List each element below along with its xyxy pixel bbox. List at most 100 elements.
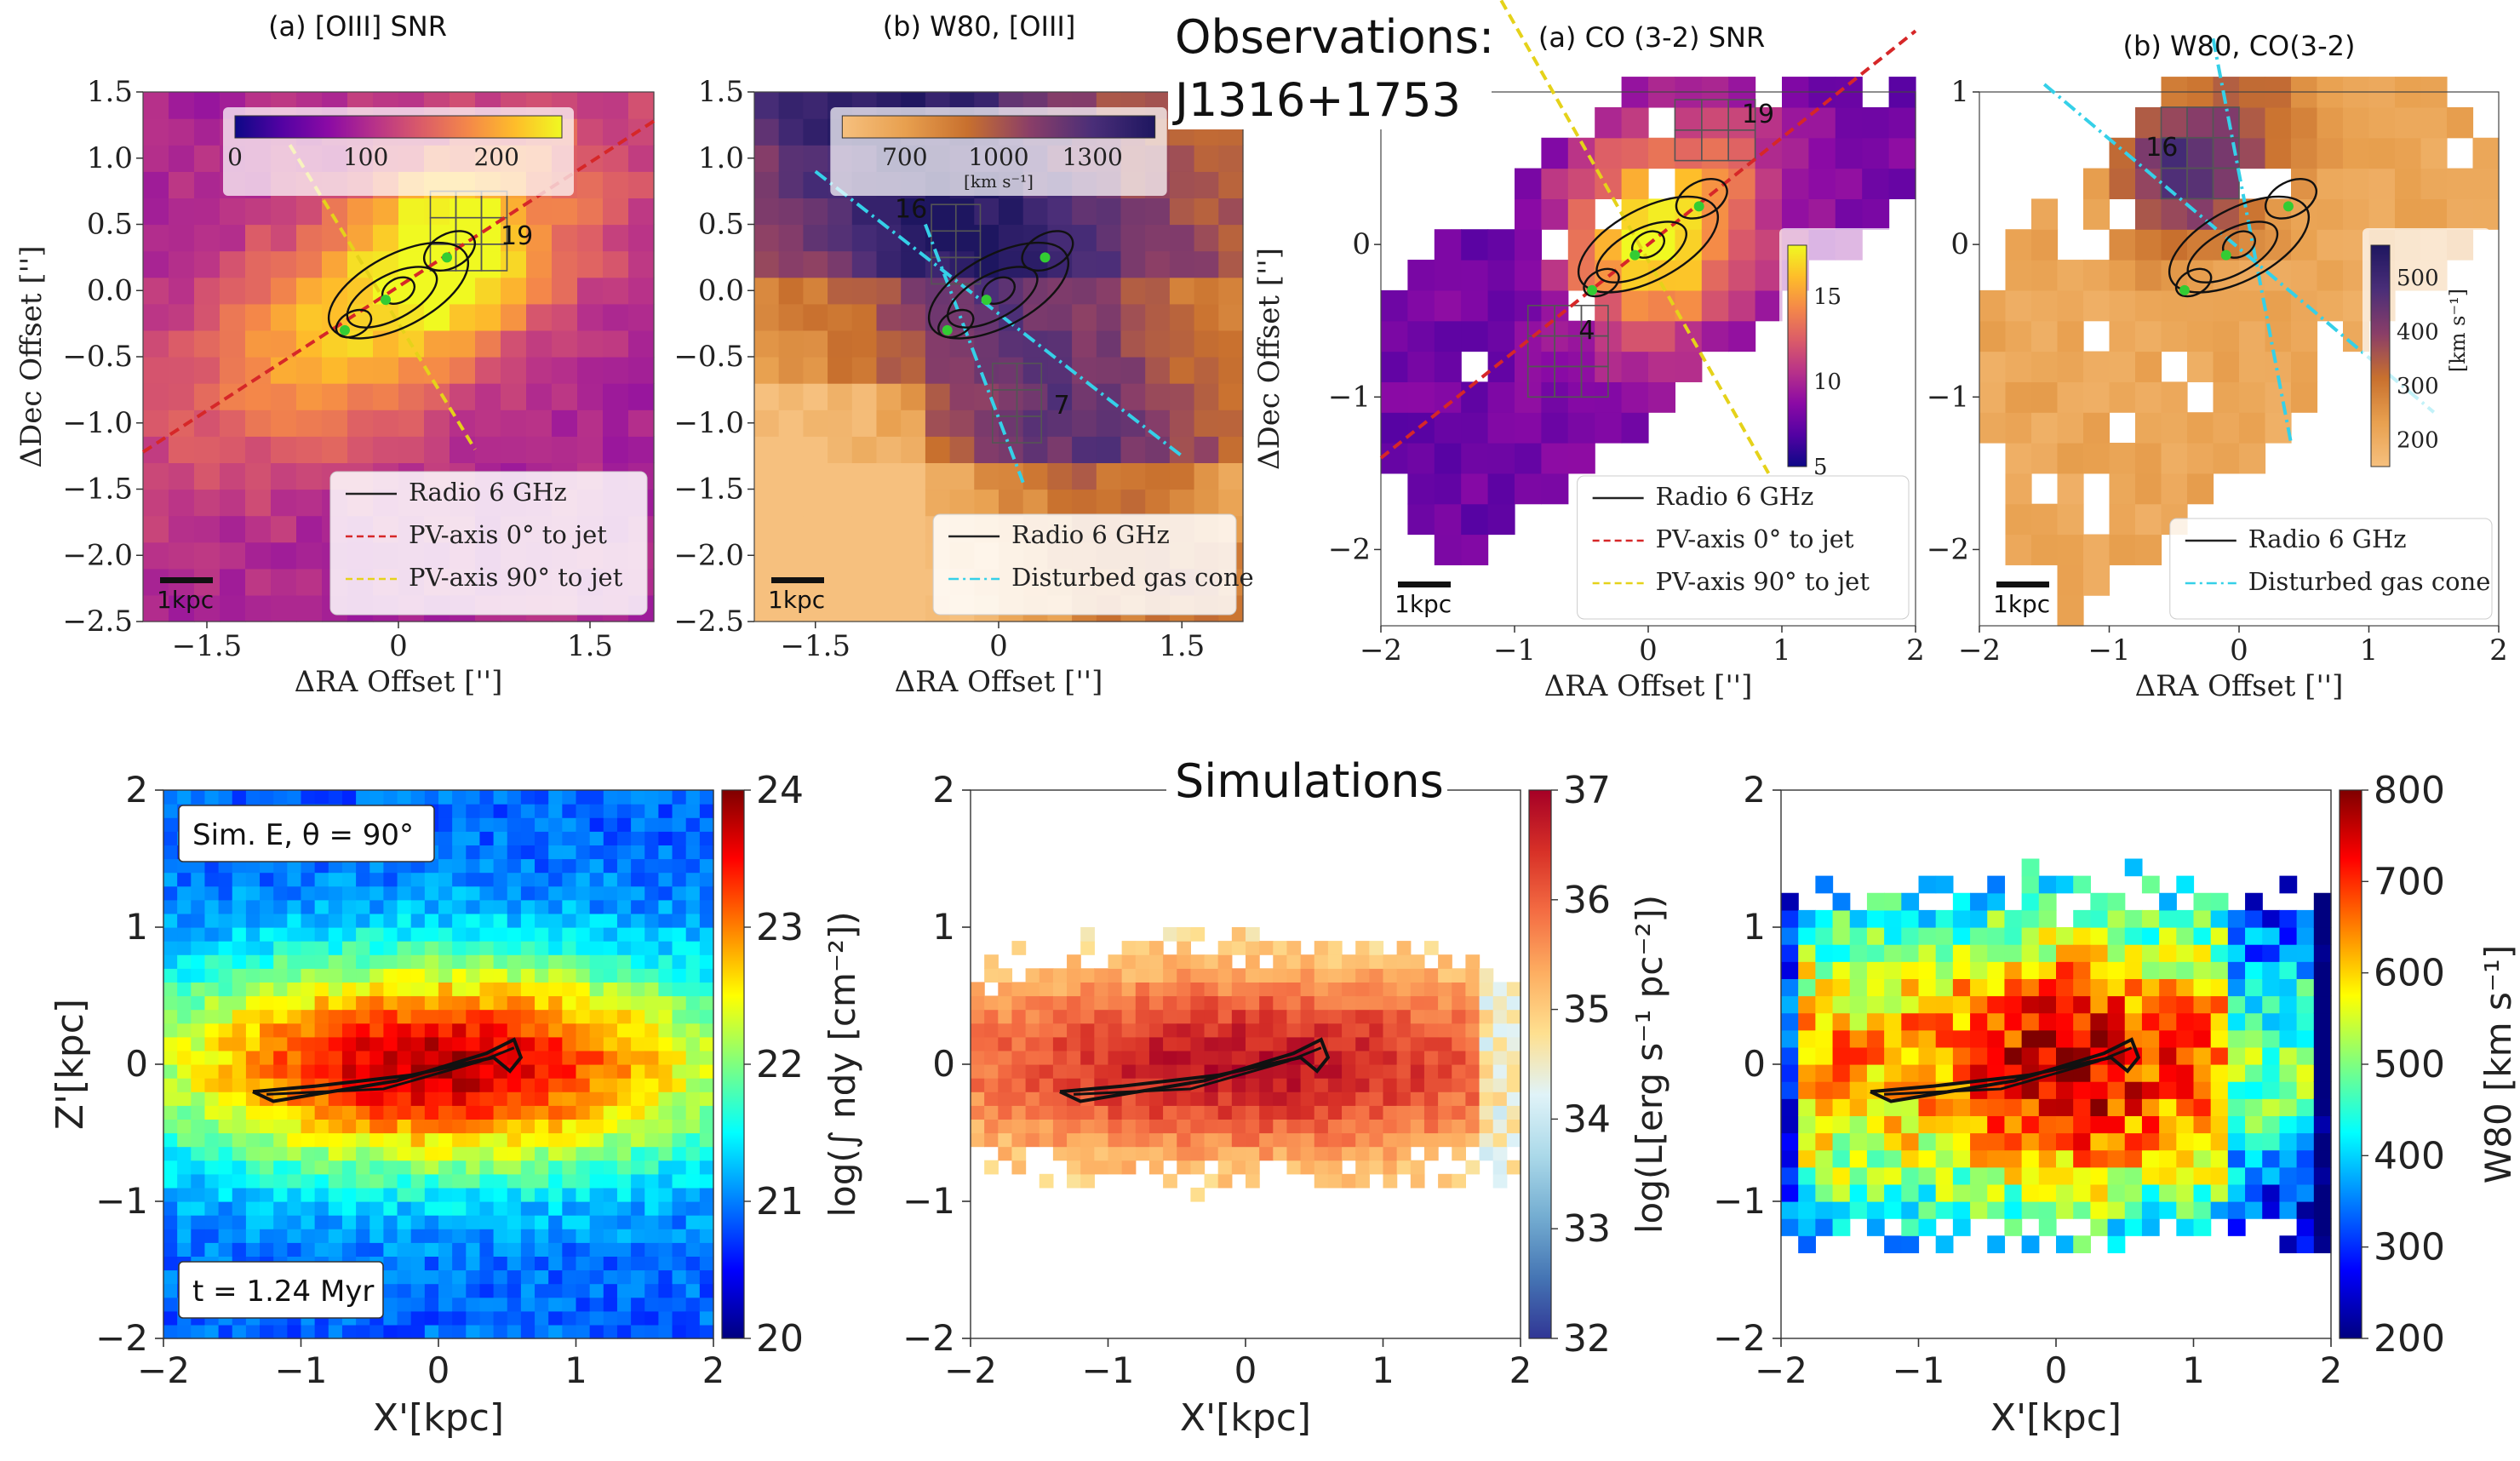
heatmap-cell <box>1025 968 1040 983</box>
radio-contour <box>2186 221 2279 284</box>
heatmap-cell <box>2159 892 2177 911</box>
heatmap-cell <box>2193 1081 2212 1099</box>
heatmap-cell <box>851 436 878 463</box>
heatmap-cell <box>1434 443 1462 474</box>
heatmap-cell <box>479 1091 495 1106</box>
heatmap-cell <box>2262 1029 2281 1048</box>
heatmap-cell <box>260 1064 274 1079</box>
heatmap-cell <box>1383 1160 1398 1175</box>
heatmap-cell <box>466 1132 481 1148</box>
heatmap-cell <box>1781 995 1799 1014</box>
heatmap-cell <box>273 1064 288 1079</box>
heatmap-cell <box>438 1036 453 1051</box>
heatmap-cell <box>1121 1050 1137 1065</box>
heatmap-cell <box>562 1283 577 1298</box>
heatmap-cell <box>2107 995 2126 1014</box>
panel-oiii-w80: 167−1.5 0 1.5−2.5−2.0−1.5−1.0−0.50.00.51.0… <box>673 10 1253 699</box>
heatmap-cell <box>552 303 578 331</box>
heatmap-cell <box>1479 1023 1494 1038</box>
x-tick-label: −1.5 <box>780 629 850 663</box>
heatmap-cell <box>2135 534 2162 565</box>
heatmap-cell <box>644 831 659 845</box>
heatmap-cell <box>2107 1201 2126 1219</box>
heatmap-cell <box>1286 982 1302 997</box>
heatmap-cell <box>1231 941 1246 955</box>
heatmap-cell <box>1832 944 1851 962</box>
heatmap-cell <box>1231 1105 1246 1120</box>
heatmap-cell <box>828 410 853 437</box>
heatmap-cell <box>1039 1078 1054 1092</box>
heatmap-cell <box>1621 351 1649 382</box>
heatmap-cell <box>2124 1081 2143 1099</box>
heatmap-cell <box>603 954 618 969</box>
heatmap-cell <box>603 1256 618 1271</box>
heatmap-cell <box>452 1256 467 1271</box>
heatmap-cell <box>2107 1012 2126 1031</box>
target-name: J1316+1753 <box>1172 73 1461 127</box>
heatmap-cell <box>1163 982 1177 997</box>
heatmap-cell <box>410 941 426 955</box>
heatmap-cell <box>1541 443 1569 474</box>
heatmap-cell <box>631 804 645 818</box>
heatmap-cell <box>1135 1009 1150 1024</box>
heatmap-cell <box>1798 1098 1816 1116</box>
heatmap-cell <box>218 1009 233 1024</box>
heatmap-cell <box>603 92 629 119</box>
heatmap-cell <box>260 1229 274 1243</box>
heatmap-cell <box>194 594 220 622</box>
heatmap-cell <box>373 357 399 384</box>
heatmap-cell <box>1080 1023 1095 1038</box>
heatmap-cell <box>1369 1078 1384 1092</box>
heatmap-cell <box>1832 909 1851 928</box>
heatmap-cell <box>576 1036 591 1051</box>
heatmap-cell <box>273 885 288 901</box>
heatmap-cell <box>260 1242 274 1257</box>
heatmap-cell <box>2021 927 2040 945</box>
heatmap-cell <box>999 198 1024 226</box>
heatmap-cell <box>535 1146 549 1161</box>
heatmap-cell <box>526 410 553 437</box>
heatmap-cell <box>169 383 195 410</box>
heatmap-cell <box>803 303 828 331</box>
heatmap-cell <box>2296 1064 2315 1082</box>
heatmap-cell <box>314 872 329 887</box>
heatmap-cell <box>383 885 398 901</box>
heatmap-cell <box>589 1256 604 1271</box>
heatmap-cell <box>2279 1115 2298 1134</box>
heatmap-cell <box>548 1009 563 1024</box>
heatmap-cell <box>1094 1009 1109 1024</box>
heatmap-cell <box>383 1064 398 1079</box>
heatmap-cell <box>204 1105 220 1120</box>
heatmap-cell <box>2296 1235 2315 1253</box>
y-tick-label: −1 <box>95 1180 148 1222</box>
heatmap-cell <box>2187 289 2214 322</box>
heatmap-cell <box>245 1078 261 1092</box>
heatmap-cell <box>369 1173 384 1189</box>
heatmap-cell <box>1369 1146 1384 1161</box>
heatmap-cell <box>2239 320 2266 352</box>
heatmap-cell <box>260 1105 274 1120</box>
heatmap-cell <box>520 1229 536 1243</box>
heatmap-cell <box>397 1105 412 1120</box>
heatmap-cell <box>1755 168 1783 199</box>
heatmap-cell <box>631 954 645 969</box>
heatmap-cell <box>424 1324 439 1339</box>
heatmap-cell <box>1342 1091 1356 1106</box>
heatmap-cell <box>2083 412 2110 444</box>
heatmap-cell <box>1072 489 1097 517</box>
heatmap-cell <box>2141 1166 2160 1185</box>
heatmap-cell <box>2227 909 2246 928</box>
heatmap-cell <box>296 357 323 384</box>
heatmap-cell <box>1135 1119 1150 1134</box>
x-tick-label: −1 <box>2088 633 2130 667</box>
heatmap-cell <box>616 968 632 983</box>
heatmap-cell <box>1231 1050 1246 1065</box>
heatmap-cell <box>1479 982 1494 997</box>
heatmap-cell <box>1918 1201 1937 1219</box>
heatmap-cell <box>410 1036 426 1051</box>
heatmap-cell <box>245 489 272 517</box>
heatmap-cell <box>603 357 629 384</box>
radio-contour <box>1675 178 1728 220</box>
heatmap-cell <box>1506 1036 1521 1051</box>
heatmap-cell <box>1952 995 1971 1014</box>
